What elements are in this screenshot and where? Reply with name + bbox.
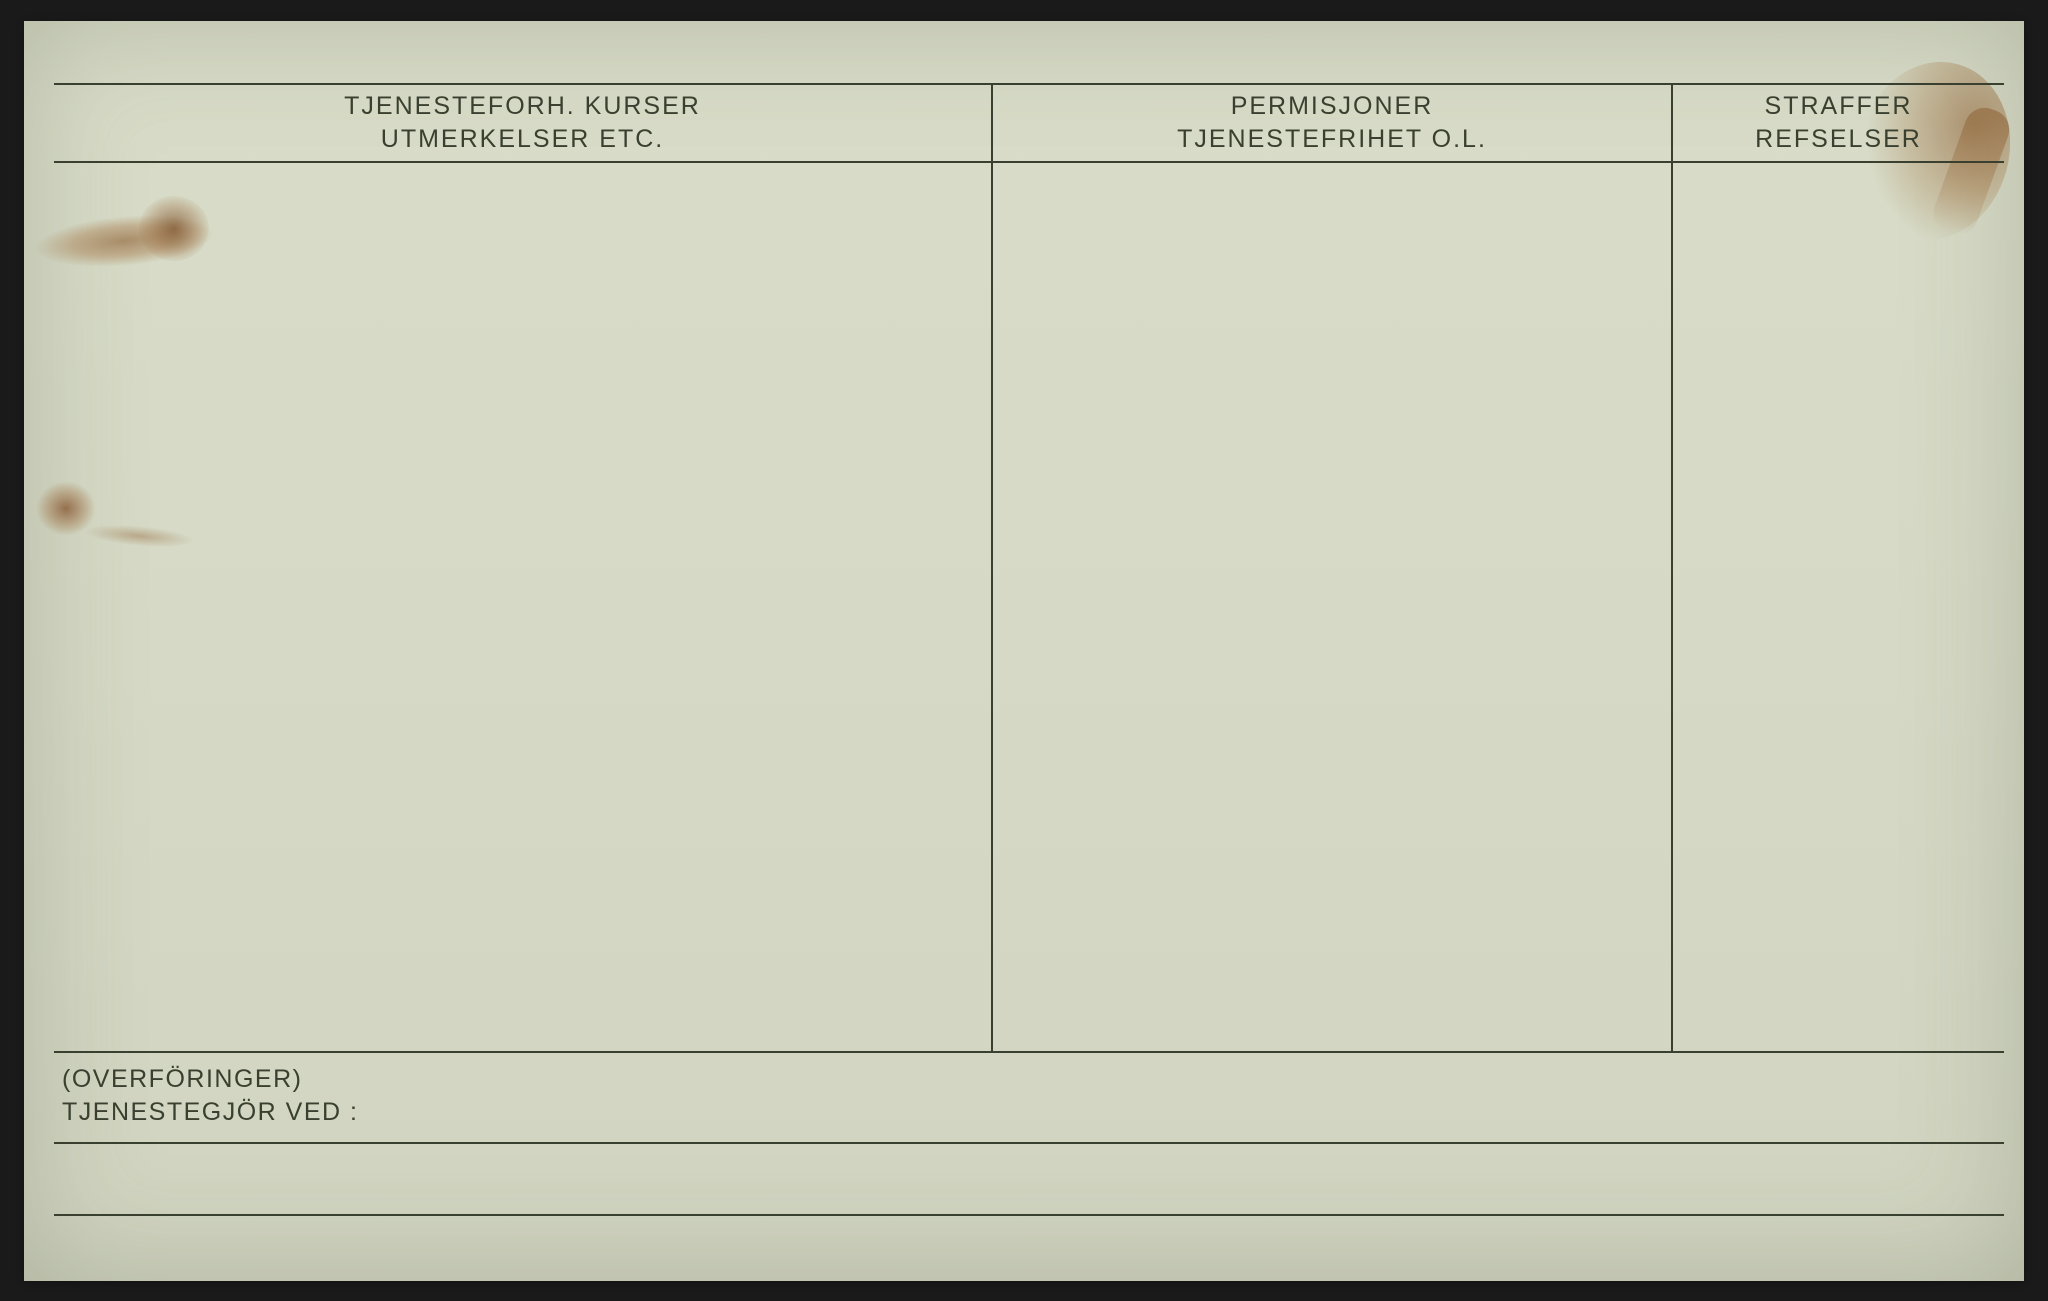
header-col1-line2: UTMERKELSER ETC. [381, 123, 664, 156]
body-row [54, 163, 2004, 1053]
bottom-section: (OVERFÖRINGER) TJENESTEGJÖR VED : [54, 1051, 2004, 1287]
header-col-2: PERMISJONER TJENESTEFRIHET O.L. [993, 85, 1673, 161]
header-col1-line1: TJENESTEFORH. KURSER [344, 90, 701, 123]
header-col2-line2: TJENESTEFRIHET O.L. [1177, 123, 1487, 156]
header-row: TJENESTEFORH. KURSER UTMERKELSER ETC. PE… [54, 85, 2004, 163]
header-col2-line1: PERMISJONER [1231, 90, 1434, 123]
header-col-3: STRAFFER REFSELSER [1673, 85, 2004, 161]
main-table: TJENESTEFORH. KURSER UTMERKELSER ETC. PE… [54, 83, 2004, 1053]
bottom-line1: (OVERFÖRINGER) [62, 1063, 2004, 1097]
body-col-2 [993, 163, 1673, 1053]
header-col3-line1: STRAFFER [1765, 90, 1913, 123]
bottom-row-1 [54, 1142, 2004, 1214]
bottom-row-2 [54, 1214, 2004, 1286]
body-col-3 [1673, 163, 2004, 1053]
record-card: TJENESTEFORH. KURSER UTMERKELSER ETC. PE… [24, 21, 2024, 1281]
header-col-1: TJENESTEFORH. KURSER UTMERKELSER ETC. [54, 85, 993, 161]
bottom-line2: TJENESTEGJÖR VED : [62, 1096, 2004, 1130]
header-col3-line2: REFSELSER [1755, 123, 1922, 156]
bottom-labels: (OVERFÖRINGER) TJENESTEGJÖR VED : [54, 1053, 2004, 1143]
body-col-1 [54, 163, 993, 1053]
